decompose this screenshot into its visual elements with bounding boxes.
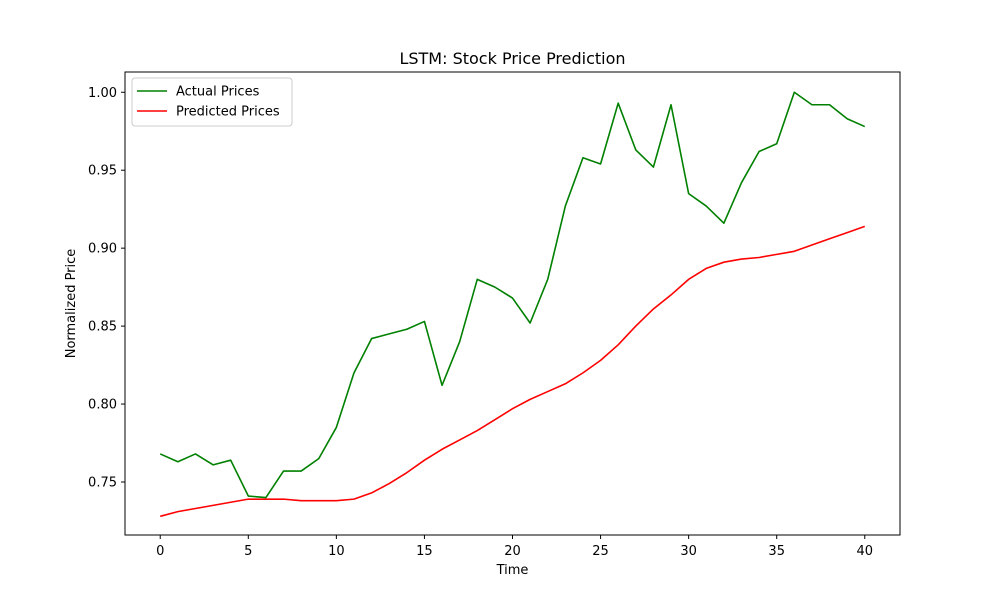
x-tick-label: 5 <box>244 544 252 559</box>
legend-label-predicted-prices: Predicted Prices <box>176 105 280 120</box>
x-axis-label: Time <box>496 563 529 578</box>
series-line-actual-prices <box>159 91 866 499</box>
x-tick-label: 25 <box>592 544 609 559</box>
x-tick-label: 0 <box>156 544 164 559</box>
legend: Actual Prices Predicted Prices <box>131 77 293 127</box>
y-tick-label: 0.80 <box>88 398 117 413</box>
y-tick-label: 0.90 <box>88 242 117 257</box>
x-tick-label: 10 <box>328 544 345 559</box>
y-tick-label: 0.75 <box>88 475 117 490</box>
y-axis: 0.75 0.80 0.85 0.90 0.95 1.00 <box>88 86 125 490</box>
x-tick-label: 20 <box>504 544 521 559</box>
y-tick-label: 0.85 <box>88 320 117 335</box>
chart-title: LSTM: Stock Price Prediction <box>399 49 625 68</box>
x-tick-label: 35 <box>768 544 785 559</box>
x-tick-label: 30 <box>680 544 697 559</box>
y-tick-label: 1.00 <box>88 86 117 101</box>
y-tick-label: 0.95 <box>88 164 117 179</box>
plot-lines <box>159 91 866 518</box>
x-tick-label: 15 <box>416 544 433 559</box>
x-tick-label: 40 <box>856 544 873 559</box>
y-axis-label: Normalized Price <box>64 249 79 359</box>
legend-label-actual-prices: Actual Prices <box>176 85 260 100</box>
legend-box <box>131 77 293 127</box>
series-line-predicted-prices <box>160 225 866 518</box>
x-axis: 0 5 10 15 20 25 30 35 40 <box>156 535 873 559</box>
